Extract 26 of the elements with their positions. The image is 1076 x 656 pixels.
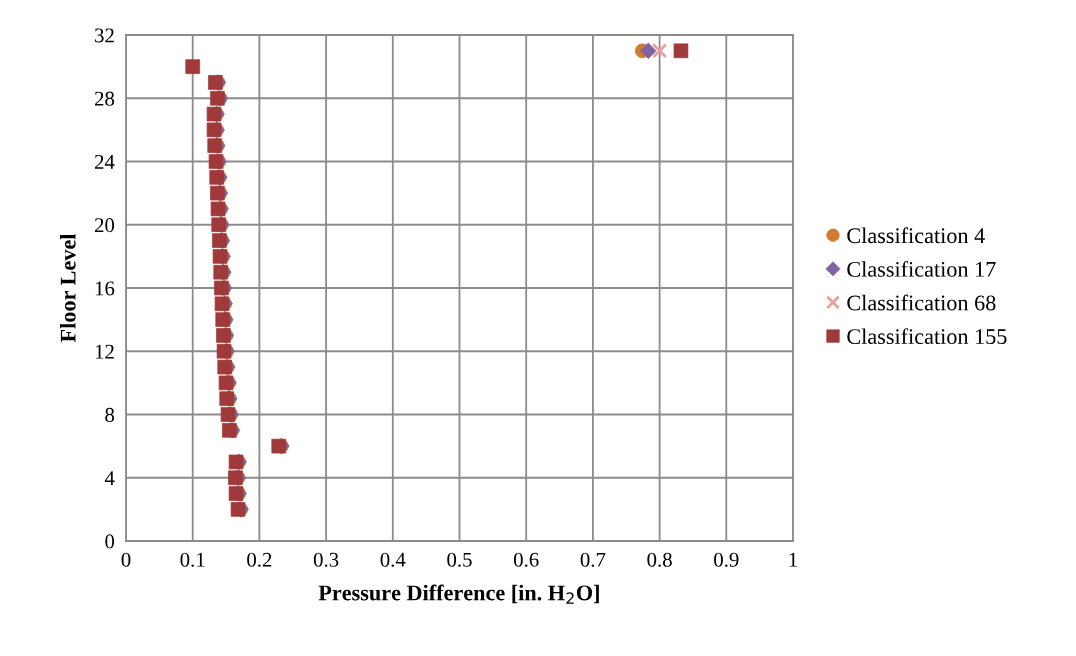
legend-label: Classification 17 [847, 260, 996, 277]
x-tick-label: 0 [121, 552, 131, 567]
x-tick-label: 1 [789, 552, 797, 567]
legend-label: Classification 155 [847, 328, 1007, 345]
y-tick-label: 20 [94, 218, 115, 233]
x-tick-label: 0.8 [647, 552, 672, 567]
legend-label: Classification 68 [847, 294, 996, 311]
y-tick-label: 4 [104, 471, 115, 485]
legend-label: Classification 4 [847, 227, 985, 244]
x-axis-title: Pressure Difference [in. H$_{2}$O] [318, 584, 599, 604]
x-tick-label: 0.5 [447, 552, 472, 567]
y-tick-label: 28 [94, 91, 115, 106]
y-tick-label: 32 [95, 28, 114, 43]
y-tick-label: 24 [94, 154, 115, 169]
y-tick-label: 16 [95, 281, 115, 296]
x-tick-label: 0.2 [247, 552, 272, 567]
x-tick-label: 0.4 [380, 552, 406, 567]
x-tick-label: 0.1 [180, 552, 205, 567]
y-tick-label: 0 [105, 534, 115, 549]
x-tick-label: 0.7 [580, 552, 606, 567]
y-tick-label: 12 [95, 344, 114, 359]
y-axis-title: Floor Level [60, 233, 76, 343]
x-tick-label: 0.9 [714, 552, 739, 567]
x-tick-label: 0.6 [513, 552, 539, 567]
y-tick-label: 8 [105, 407, 115, 422]
x-tick-label: 0.3 [313, 552, 339, 567]
